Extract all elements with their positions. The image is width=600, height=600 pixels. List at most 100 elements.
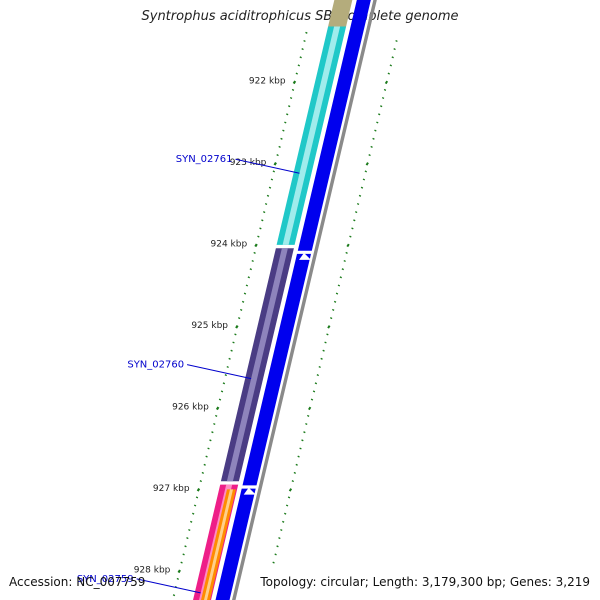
outer-tick [341, 268, 344, 271]
inner-tick [211, 431, 214, 434]
inner-tick [249, 268, 252, 271]
inner-tick [234, 333, 237, 336]
cds-notch [299, 252, 311, 260]
outer-tick [343, 259, 346, 263]
inner-tick [180, 561, 183, 564]
inner-tick [243, 292, 247, 295]
inner-tick [263, 211, 266, 214]
gene-label-leader [186, 364, 252, 380]
inner-tick [299, 56, 302, 59]
inner-tick [268, 186, 272, 189]
inner-tick [177, 569, 181, 574]
inner-tick [220, 390, 224, 393]
inner-tick [192, 512, 195, 515]
inner-tick [305, 31, 308, 34]
inner-tick [259, 227, 262, 230]
outer-tick [284, 512, 287, 515]
outer-tick [303, 431, 306, 434]
gene-label-leader [235, 158, 300, 174]
inner-tick [213, 422, 216, 426]
outer-tick [278, 537, 281, 540]
inner-tick [207, 447, 210, 450]
inner-tick [291, 88, 295, 91]
inner-tick [253, 251, 256, 254]
inner-tick [215, 414, 218, 417]
gene-label: SYN_02761 [176, 154, 233, 165]
outer-tick [380, 105, 383, 108]
outer-tick [346, 243, 350, 248]
inner-tick [196, 488, 201, 492]
outer-tick [312, 390, 316, 393]
outer-tick [327, 325, 331, 329]
inner-tick [218, 398, 222, 401]
genome-backbone [232, 0, 377, 600]
outer-tick [362, 178, 366, 181]
outer-tick [291, 480, 294, 483]
outer-tick [349, 235, 352, 238]
outer-tick [355, 211, 358, 214]
inner-tick [254, 243, 258, 248]
outer-tick [301, 439, 304, 442]
outer-tick [384, 80, 389, 85]
inner-tick [257, 235, 260, 238]
outer-tick [324, 341, 327, 344]
inner-tick [286, 113, 289, 116]
outer-tick [299, 447, 302, 450]
outer-tick [276, 545, 279, 548]
map-title: Syntrophus aciditrophicus SB, complete g… [141, 9, 459, 24]
outer-tick [287, 496, 291, 499]
inner-tick [251, 259, 254, 263]
inner-tick [224, 374, 227, 377]
outer-tick [345, 251, 348, 254]
kbp-tick-label: 925 kbp [191, 321, 228, 331]
outer-tick [332, 308, 335, 311]
inner-tick [222, 382, 226, 385]
inner-tick [266, 194, 270, 197]
inner-tick [292, 80, 297, 85]
inner-tick [195, 496, 199, 499]
outer-tick [297, 455, 300, 458]
outer-tick [318, 365, 321, 369]
outer-tick [310, 398, 314, 401]
outer-tick [333, 300, 337, 303]
inner-tick [273, 162, 277, 166]
inner-tick [270, 178, 274, 181]
inner-tick [184, 545, 187, 548]
outer-tick [351, 227, 354, 230]
inner-tick [193, 504, 197, 507]
outer-tick [274, 553, 277, 556]
outer-tick [356, 202, 360, 206]
outer-tick [293, 471, 296, 474]
inner-tick [226, 365, 229, 369]
outer-tick [376, 121, 379, 124]
outer-tick [307, 414, 310, 417]
inner-tick [280, 137, 283, 140]
inner-tick [245, 284, 249, 287]
kbp-tick-label: 922 kbp [249, 77, 286, 87]
inner-tick [301, 48, 304, 51]
inner-tick [201, 471, 204, 474]
outer-tick [368, 154, 371, 157]
inner-tick [284, 121, 287, 124]
cds-notch [243, 487, 256, 495]
inner-tick [199, 480, 202, 483]
kbp-tick-label: 926 kbp [172, 403, 209, 413]
kbp-tick-label: 924 kbp [211, 240, 248, 250]
cds-segment [297, 0, 371, 251]
inner-tick [282, 129, 285, 132]
outer-tick [316, 374, 319, 377]
outer-tick [365, 162, 369, 166]
inner-tick [205, 455, 208, 458]
outer-tick [322, 349, 325, 352]
inner-tick [209, 439, 212, 442]
outer-tick [280, 528, 283, 532]
outer-tick [314, 382, 318, 385]
inner-tick [190, 520, 193, 523]
inner-tick [230, 349, 233, 352]
inner-tick [228, 357, 231, 360]
outer-tick [305, 422, 308, 426]
inner-tick [235, 325, 239, 329]
gene-highlight [204, 489, 233, 600]
outer-tick [330, 317, 333, 320]
